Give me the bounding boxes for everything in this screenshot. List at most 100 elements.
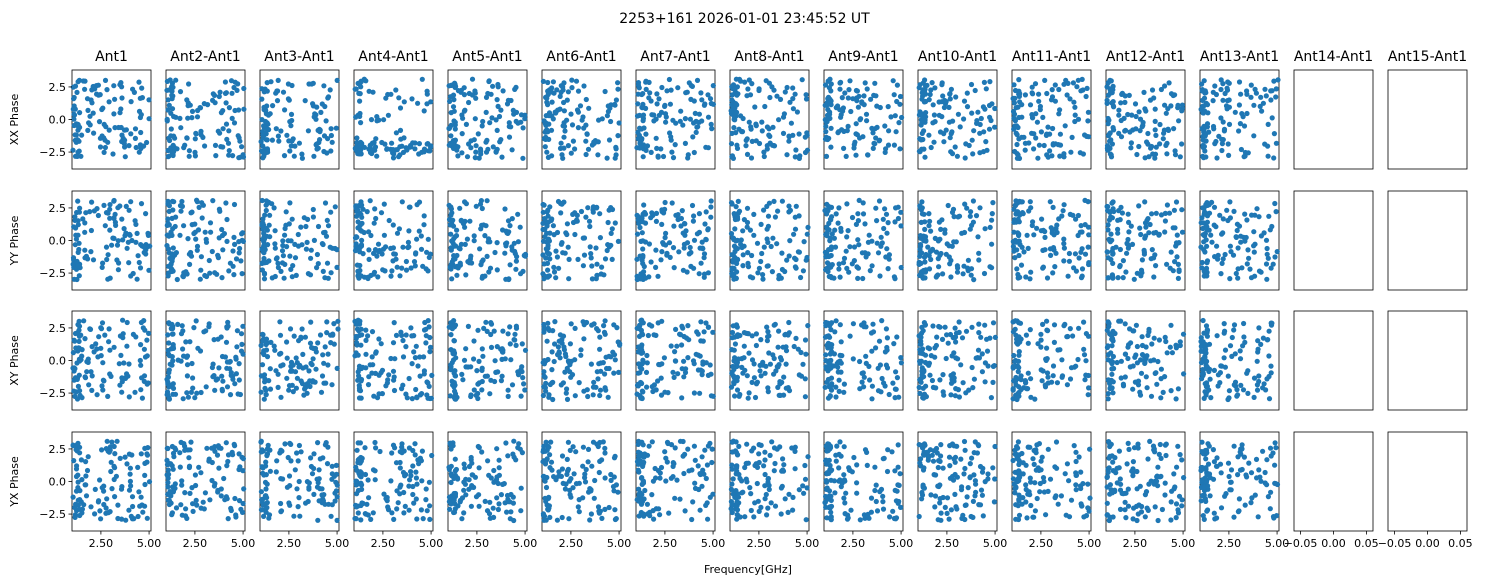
scatter-point <box>662 199 668 206</box>
scatter-point <box>826 488 833 494</box>
scatter-point <box>211 92 218 98</box>
scatter-point <box>259 497 265 503</box>
scatter-point <box>958 362 964 368</box>
scatter-point <box>893 205 899 211</box>
scatter-point <box>412 441 418 447</box>
scatter-point <box>408 473 414 479</box>
column-title: Ant6-Ant1 <box>546 49 616 65</box>
scatter-point <box>1044 90 1050 97</box>
scatter-point <box>747 485 753 491</box>
scatter-point <box>305 128 311 134</box>
scatter-point <box>127 465 133 471</box>
scatter-point <box>790 106 797 112</box>
scatter-point <box>838 228 844 234</box>
scatter-point <box>873 135 879 141</box>
scatter-point <box>968 272 974 278</box>
scatter-point <box>833 394 839 400</box>
scatter-point <box>214 452 221 458</box>
scatter-point <box>615 86 621 92</box>
scatter-point <box>487 120 493 126</box>
scatter-point <box>860 370 866 376</box>
scatter-point <box>615 133 621 139</box>
scatter-point <box>168 133 174 139</box>
scatter-point <box>421 222 427 228</box>
scatter-point <box>353 504 360 510</box>
scatter-point <box>165 379 171 385</box>
scatter-point <box>545 207 551 213</box>
scatter-point <box>480 353 486 359</box>
scatter-point <box>448 479 454 486</box>
scatter-point <box>668 87 674 93</box>
scatter-point <box>220 247 226 253</box>
scatter-point <box>358 84 364 90</box>
scatter-point <box>541 369 547 375</box>
scatter-point <box>186 455 192 461</box>
scatter-point <box>869 383 876 389</box>
scatter-point <box>111 215 117 221</box>
scatter-point <box>756 265 763 271</box>
scatter-point <box>457 260 463 266</box>
scatter-point <box>976 502 982 508</box>
scatter-point <box>848 108 854 115</box>
scatter-point <box>85 454 91 460</box>
scatter-point <box>676 249 682 255</box>
scatter-point <box>209 248 215 255</box>
scatter-point <box>208 229 214 235</box>
scatter-point <box>565 244 571 250</box>
scatter-point <box>287 148 293 154</box>
scatter-point <box>862 447 869 453</box>
scatter-point <box>970 514 976 521</box>
subplot-panel <box>634 69 717 170</box>
scatter-point <box>970 198 977 204</box>
scatter-point <box>918 334 924 340</box>
scatter-point <box>190 508 196 514</box>
x-tick-label: 5.00 <box>419 537 444 550</box>
scatter-point <box>518 393 524 399</box>
scatter-point <box>875 250 882 256</box>
scatter-point <box>756 140 763 147</box>
scatter-point <box>846 465 852 471</box>
scatter-point <box>779 468 785 474</box>
scatter-point <box>361 76 367 82</box>
scatter-point <box>774 93 780 99</box>
scatter-point <box>422 319 428 326</box>
scatter-point <box>663 478 669 484</box>
scatter-point <box>479 205 485 212</box>
scatter-point <box>549 99 555 105</box>
scatter-point <box>135 464 141 470</box>
scatter-point <box>828 345 834 351</box>
scatter-point <box>333 125 339 131</box>
scatter-point <box>169 443 175 450</box>
scatter-point <box>285 81 291 87</box>
scatter-point <box>782 89 788 95</box>
scatter-point <box>952 325 958 331</box>
scatter-point <box>293 385 299 391</box>
scatter-point <box>132 218 138 224</box>
scatter-point <box>191 325 197 331</box>
scatter-point <box>639 230 645 236</box>
scatter-point <box>108 459 114 465</box>
scatter-point <box>468 138 474 144</box>
scatter-point <box>375 248 381 255</box>
scatter-point <box>984 348 991 354</box>
scatter-point <box>746 350 752 356</box>
scatter-point <box>142 481 148 488</box>
scatter-point <box>97 135 103 141</box>
scatter-point <box>562 128 568 134</box>
scatter-point <box>880 493 886 499</box>
scatter-point <box>466 463 473 470</box>
scatter-point <box>583 96 589 103</box>
scatter-point <box>393 130 399 136</box>
scatter-point <box>88 504 94 510</box>
scatter-point <box>561 344 567 350</box>
scatter-point <box>799 77 805 83</box>
scatter-point <box>565 89 572 95</box>
scatter-point <box>414 481 420 487</box>
scatter-point <box>284 375 290 381</box>
scatter-point <box>677 331 683 337</box>
scatter-point <box>278 500 284 507</box>
scatter-point <box>232 241 238 247</box>
scatter-point <box>577 103 584 109</box>
scatter-point <box>98 325 104 331</box>
scatter-point <box>856 242 862 248</box>
